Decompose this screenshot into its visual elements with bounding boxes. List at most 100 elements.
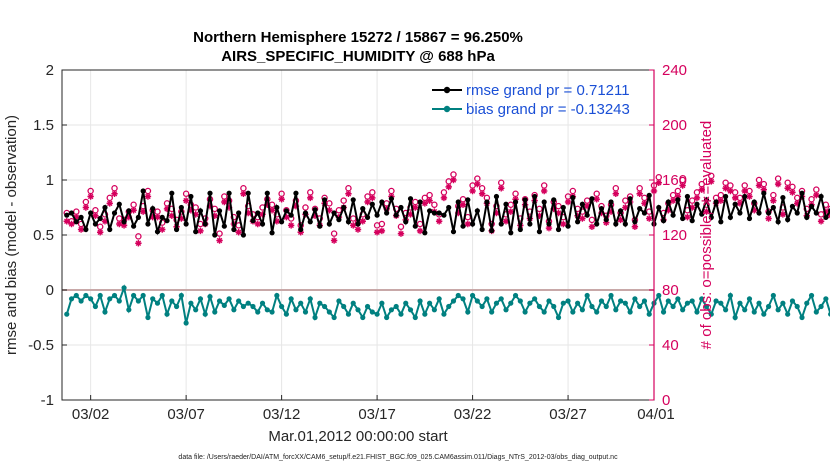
- rmse-point: [746, 215, 753, 222]
- obs-evaluated-point: [646, 215, 653, 222]
- obs-evaluated-point: [450, 176, 457, 184]
- rmse-point: [555, 226, 562, 233]
- obs-evaluated-point: [545, 224, 553, 232]
- rmse-point: [723, 193, 729, 200]
- obs-evaluated-point: [254, 220, 261, 228]
- bias-point: [264, 307, 270, 313]
- obs-evaluated-point: [178, 215, 185, 222]
- rmse-point: [570, 195, 576, 201]
- bias-point: [255, 309, 261, 315]
- bias-point: [183, 320, 189, 326]
- bias-point: [737, 300, 743, 306]
- obs-evaluated-point: [564, 198, 572, 206]
- rmse-point: [197, 208, 204, 214]
- rmse-point: [259, 221, 266, 227]
- obs-possible-point: [784, 179, 791, 186]
- rmse-point: [131, 223, 137, 229]
- obs-evaluated-point: [693, 194, 701, 202]
- bias-point: [512, 292, 519, 299]
- obs-evaluated-point: [96, 229, 104, 236]
- left-axis-label: rmse and bias (model - observation): [3, 115, 20, 355]
- obs-evaluated-point: [655, 179, 662, 186]
- obs-evaluated-point: [588, 223, 596, 230]
- rmse-point: [575, 219, 581, 225]
- obs-evaluated-point: [455, 209, 462, 217]
- obs-evaluated-point: [493, 209, 500, 217]
- rmse-point: [279, 219, 285, 225]
- rmse-point: [465, 197, 471, 203]
- bias-point: [622, 300, 628, 306]
- rmse-point: [216, 208, 223, 214]
- obs-evaluated-point: [187, 207, 195, 214]
- bias-point: [374, 311, 380, 317]
- bias-point: [613, 307, 619, 313]
- bias-point: [680, 307, 686, 313]
- bias-point: [317, 300, 323, 306]
- bias-point: [570, 309, 576, 315]
- y-left-tick-label: 1: [46, 172, 54, 189]
- obs-evaluated-point: [106, 200, 113, 207]
- rmse-point: [135, 214, 141, 220]
- obs-evaluated-point: [679, 182, 686, 189]
- obs-possible-point: [182, 190, 190, 197]
- obs-evaluated-point: [311, 212, 319, 219]
- y-right-tick-label: 0: [662, 392, 670, 409]
- rmse-point: [579, 201, 585, 207]
- obs-evaluated-point: [159, 226, 166, 233]
- obs-evaluated-point: [822, 208, 830, 215]
- bias-point: [751, 309, 757, 315]
- obs-evaluated-point: [378, 227, 386, 235]
- bias-point: [813, 309, 819, 315]
- obs-evaluated-point: [77, 226, 85, 233]
- rmse-point: [302, 210, 309, 216]
- obs-evaluated-point: [326, 207, 333, 214]
- rmse-point: [92, 221, 99, 227]
- obs-evaluated-point: [259, 211, 266, 218]
- obs-evaluated-point: [669, 197, 677, 204]
- rmse-point: [594, 221, 600, 227]
- obs-evaluated-point: [206, 202, 214, 210]
- y-left-tick-label: -1: [41, 392, 54, 409]
- obs-evaluated-point: [73, 213, 80, 221]
- obs-evaluated-point: [550, 205, 557, 213]
- bias-point: [684, 300, 691, 306]
- y-right-tick-label: 240: [662, 62, 687, 79]
- rmse-point: [102, 204, 108, 211]
- obs-evaluated-point: [731, 194, 739, 202]
- rmse-point: [369, 201, 375, 207]
- obs-evaluated-point: [225, 204, 233, 211]
- legend: rmse grand pr = 0.71211 bias grand pr = …: [432, 82, 630, 118]
- rmse-point: [379, 199, 385, 205]
- bias-point: [384, 314, 390, 321]
- bias-point: [474, 298, 480, 304]
- bias-point: [608, 292, 614, 299]
- obs-evaluated-point: [125, 213, 133, 221]
- bias-point: [775, 307, 781, 313]
- obs-evaluated-point: [498, 185, 505, 192]
- y-right-tick-label: 80: [662, 282, 679, 299]
- rmse-point: [350, 197, 356, 203]
- rmse-point: [637, 206, 643, 212]
- obs-possible-point: [813, 186, 820, 193]
- obs-evaluated-point: [240, 190, 247, 197]
- rmse-point: [522, 197, 528, 203]
- bias-point: [756, 300, 762, 306]
- bias-point: [169, 298, 175, 304]
- rmse-point: [212, 232, 218, 238]
- rmse-point: [407, 196, 414, 202]
- rmse-point: [331, 210, 337, 216]
- rmse-point: [154, 229, 161, 235]
- bias-point: [173, 303, 180, 310]
- rmse-point: [202, 221, 208, 227]
- obs-possible-point: [827, 205, 830, 213]
- obs-evaluated-point: [469, 187, 476, 195]
- bias-point: [102, 309, 108, 315]
- bias-point: [660, 309, 667, 315]
- bias-point: [259, 300, 266, 306]
- bias-point: [565, 298, 571, 304]
- y-left-tick-label: -0.5: [28, 337, 54, 354]
- bias-point: [422, 311, 428, 317]
- rmse-point: [269, 230, 275, 236]
- rmse-point: [360, 206, 366, 212]
- legend-rmse-label: rmse grand pr = 0.71211: [466, 82, 630, 99]
